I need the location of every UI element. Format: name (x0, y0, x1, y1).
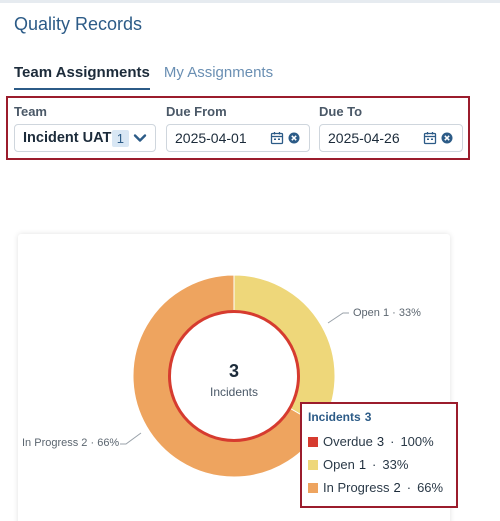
open-callout: Open 1 · 33% (353, 307, 421, 319)
tooltip-row-name: Overdue (323, 434, 373, 449)
tooltip-row-percent: 33% (382, 457, 409, 472)
due-to-label: Due To (319, 104, 363, 119)
overdue-swatch (308, 436, 318, 447)
due-from-value: 2025-04-01 (175, 130, 247, 146)
tooltip-row-name: In Progress (323, 480, 390, 495)
team-value: Incident UAT (23, 130, 112, 146)
tooltip-row-name: Open (323, 457, 355, 472)
team-label: Team (14, 104, 47, 119)
chevron-down-icon[interactable] (133, 131, 147, 145)
tooltip-row-percent: 66% (417, 480, 444, 495)
separator: · (406, 480, 412, 495)
chart-tooltip: Incidents 3 Overdue 3 · 100% Open 1 · 33%… (300, 402, 458, 508)
tooltip-row-in-progress: In Progress 2 · 66% (308, 476, 450, 499)
tooltip-row-overdue: Overdue 3 · 100% (308, 430, 450, 453)
tooltip-row-value: 3 (376, 434, 385, 449)
tooltip-row-value: 2 (393, 480, 401, 495)
open-callout-line (327, 312, 349, 324)
due-from-field[interactable]: 2025-04-01 (166, 124, 310, 152)
center-label: Incidents (209, 385, 259, 399)
team-count-badge: 1 (111, 129, 129, 147)
tab-my-assignments[interactable]: My Assignments (163, 64, 274, 81)
center-count: 3 (228, 361, 239, 381)
in-progress-callout: In Progress 2 · 66% (22, 437, 120, 449)
tooltip-title: Incidents (308, 410, 361, 424)
calendar-icon[interactable] (270, 131, 284, 145)
tab-bar: Team Assignments My Assignments (14, 64, 273, 90)
tooltip-header: Incidents 3 (308, 410, 450, 424)
due-from-label: Due From (166, 104, 227, 119)
separator: · (372, 457, 377, 472)
calendar-icon[interactable] (423, 131, 437, 145)
top-border (0, 0, 500, 3)
tooltip-row-value: 1 (358, 457, 367, 472)
team-select[interactable]: Incident UAT 1 (14, 124, 156, 152)
tooltip-row-open: Open 1 · 33% (308, 453, 450, 476)
page-title: Quality Records (14, 14, 143, 34)
open-swatch (308, 459, 318, 470)
donut-hole (171, 313, 297, 439)
tab-team-assignments[interactable]: Team Assignments (14, 64, 150, 90)
tooltip-count: 3 (364, 410, 372, 424)
clear-icon[interactable] (287, 131, 301, 145)
in-progress-callout-line (120, 432, 142, 445)
in-progress-swatch (308, 482, 318, 493)
due-to-value: 2025-04-26 (328, 130, 400, 146)
due-to-field[interactable]: 2025-04-26 (319, 124, 463, 152)
tooltip-row-percent: 100% (400, 434, 434, 449)
separator: · (390, 434, 395, 449)
filter-panel: Team Incident UAT 1 Due From 2025-04-01 … (6, 96, 470, 160)
clear-icon[interactable] (440, 131, 454, 145)
